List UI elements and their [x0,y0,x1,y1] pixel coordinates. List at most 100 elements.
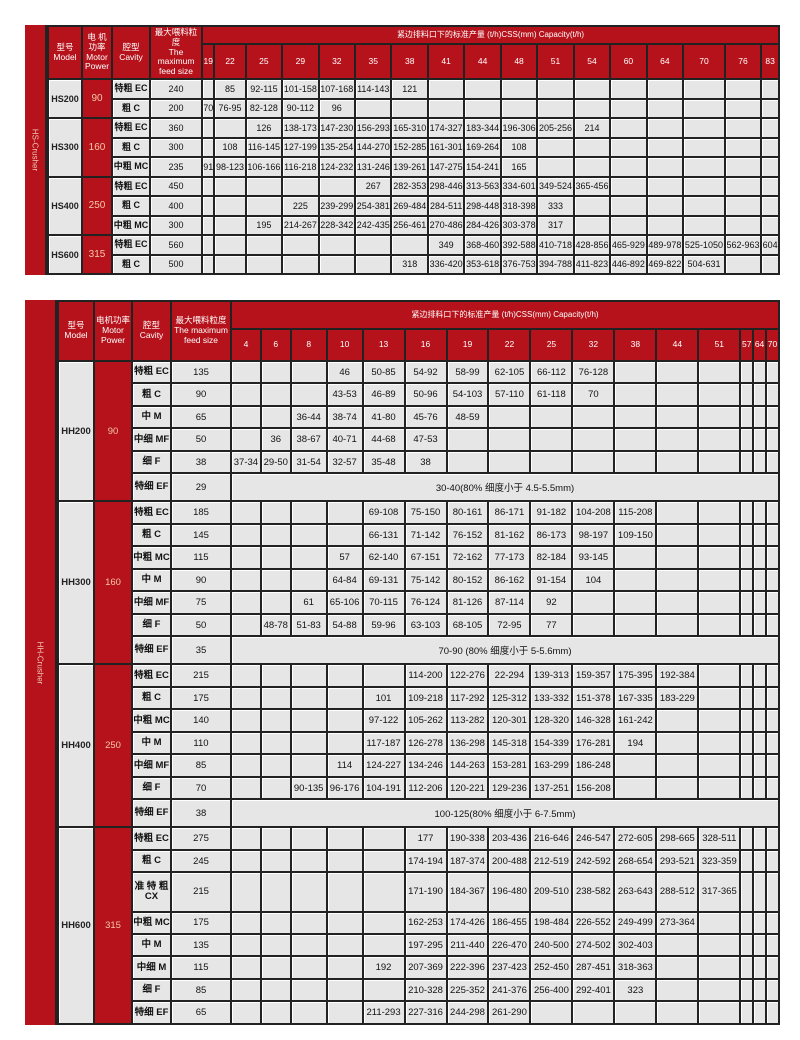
capacity-cell [232,502,260,523]
side-label: HS-Crusher [30,128,40,172]
capacity-cell [741,665,753,686]
table-row: HS400 250 特粗 EC 450 267 282-353 298-446 313-563… [49,177,778,234]
model-header: 型号 Model [49,27,81,78]
capacity-cell [762,119,778,137]
motor-power: 160 [95,502,131,664]
capacity-cell: 183-344 [465,119,500,137]
model-header: 型号 Model [59,302,93,360]
capacity-cell: 66-112 [531,362,572,383]
capacity-cell [232,935,260,956]
capacity-cell [762,197,778,215]
capacity-cell [261,665,290,686]
capacity-note: 30-40(80% 细度小于 4.5-5.5mm) [232,474,778,501]
css-column-header: 19 [447,330,488,360]
css-column-header: 48 [501,45,537,78]
capacity-cell [246,177,282,195]
table-row: 中细 MF 75 61 65-106 70-115 76-124 81-126 87-114 9… [59,592,778,613]
capacity-cell [615,547,656,568]
power-header-en: Motor Power [84,51,110,72]
capacity-cell [232,362,260,383]
capacity-cell: 101 [363,687,404,709]
capacity-cell [363,828,404,849]
motor-power: 315 [83,236,111,273]
capacity-cell [611,99,646,117]
css-column-header: 13 [363,330,404,360]
capacity-cell: 120-301 [489,710,530,731]
capacity-cell [657,777,698,799]
capacity-cell: 175-395 [615,665,656,686]
capacity-cell [203,80,214,98]
capacity-cell: 146-328 [573,710,614,731]
max-feed-size: 275 [172,828,230,849]
capacity-cell: 120-221 [447,777,488,799]
capacity-cell: 70 [203,99,214,117]
cavity-type: 特细 EF [133,637,170,664]
capacity-cell: 317-365 [699,873,740,911]
capacity-cell: 318-363 [615,957,656,978]
capacity-cell [363,850,404,872]
table-row: 粗 C 175 101 109-218 117-292 125-312 133-332 151… [59,687,778,709]
model-header-cn: 型号 [56,41,74,52]
capacity-cell: 70-115 [363,592,404,613]
capacity-cell [657,979,698,1001]
capacity-cell [754,524,765,546]
max-feed-size: 90 [172,569,230,591]
cavity-type: 特粗 EC [113,119,149,137]
capacity-cell: 222-396 [447,957,488,978]
capacity-cell [725,197,761,215]
capacity-cell: 76-128 [573,362,614,383]
capacity-cell [291,547,326,568]
max-feed-size: 38 [172,451,230,473]
capacity-cell [699,687,740,709]
capacity-cell [203,255,214,273]
capacity-cell: 214-267 [283,216,318,234]
capacity-cell: 196-306 [501,119,537,137]
cavity-type: 特粗 EC [113,177,149,195]
capacity-cell [741,502,753,523]
capacity-cell [232,957,260,978]
capacity-cell: 98-123 [215,158,245,176]
capacity-cell [327,687,362,709]
capacity-cell [232,979,260,1001]
capacity-cell: 159-357 [573,665,614,686]
capacity-cell [327,524,362,546]
capacity-cell [261,873,290,911]
capacity-cell: 333 [538,197,573,215]
capacity-cell: 162-253 [405,912,446,933]
capacity-cell [754,687,765,709]
capacity-cell [291,850,326,872]
cavity-header-en: Cavity [139,330,164,340]
cavity-type: 中粗 MC [133,912,170,933]
capacity-cell: 62-140 [363,547,404,568]
cavity-type: 特粗 EC [133,828,170,849]
max-feed-size: 215 [172,873,230,911]
capacity-cell [766,957,778,978]
capacity-cell [363,935,404,956]
capacity-cell: 128-320 [531,710,572,731]
capacity-cell: 394-788 [538,255,573,273]
css-column-header: 83 [762,45,778,78]
capacity-cell [611,216,646,234]
cavity-header: 腔型 Cavity [133,302,170,360]
capacity-cell [657,935,698,956]
cavity-type: 中粗 MC [133,547,170,568]
capacity-cell [699,665,740,686]
capacity-cell: 70 [573,384,614,405]
feed-size-header-cn: 最大喂料粒度 [154,27,198,47]
model-name: HH600 [59,828,93,1023]
capacity-cell [684,197,724,215]
capacity-cell [741,755,753,776]
capacity-cell [356,236,391,254]
capacity-cell: 298-448 [465,197,500,215]
capacity-cell: 263-643 [615,873,656,911]
capacity-cell: 270-486 [428,216,464,234]
capacity-cell [574,138,610,156]
max-feed-size: 35 [172,637,230,664]
capacity-cell [754,957,765,978]
capacity-cell [319,255,355,273]
capacity-cell [647,216,683,234]
capacity-cell [291,755,326,776]
capacity-cell: 96-176 [327,777,362,799]
capacity-cell: 122-276 [447,665,488,686]
capacity-cell [319,236,355,254]
